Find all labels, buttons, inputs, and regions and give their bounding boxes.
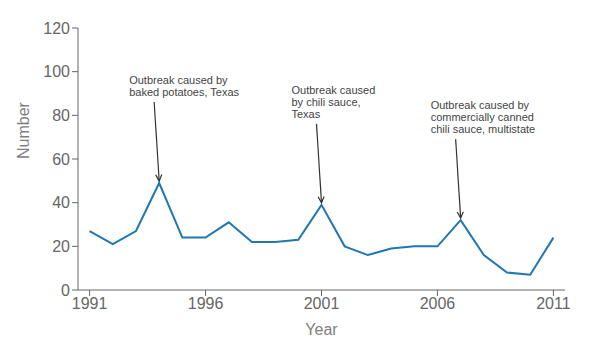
svg-text:40: 40: [52, 194, 70, 211]
svg-text:Outbreak caused bycommercially: Outbreak caused bycommercially cannedchi…: [431, 99, 536, 135]
svg-text:Outbreak causedby chili sauce,: Outbreak causedby chili sauce,Texas: [292, 84, 376, 120]
svg-text:120: 120: [43, 20, 70, 37]
svg-text:Number: Number: [15, 101, 32, 159]
svg-text:1996: 1996: [188, 295, 224, 312]
svg-text:2001: 2001: [304, 295, 340, 312]
svg-text:1991: 1991: [72, 295, 108, 312]
svg-text:2011: 2011: [536, 295, 571, 312]
svg-text:2006: 2006: [420, 295, 456, 312]
svg-text:0: 0: [61, 282, 70, 299]
svg-text:60: 60: [52, 151, 70, 168]
svg-text:Outbreak caused bybaked potato: Outbreak caused bybaked potatoes, Texas: [129, 74, 239, 98]
svg-text:20: 20: [52, 238, 70, 255]
svg-text:80: 80: [52, 107, 70, 124]
svg-text:Year: Year: [305, 321, 338, 338]
svg-text:100: 100: [43, 63, 70, 80]
